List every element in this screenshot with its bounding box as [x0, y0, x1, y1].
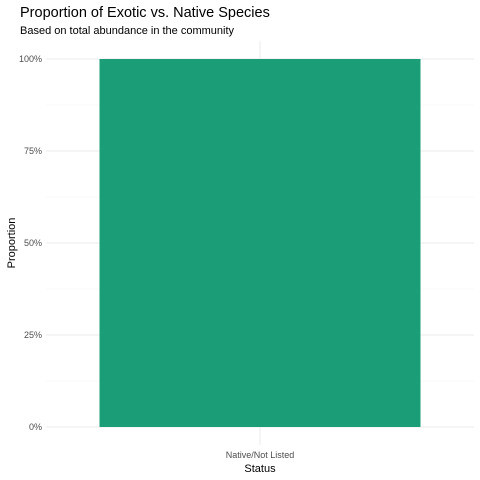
chart-title: Proportion of Exotic vs. Native Species — [20, 5, 270, 21]
x-tick-labels: Native/Not Listed — [226, 450, 295, 460]
y-tick-label: 75% — [24, 146, 42, 156]
x-tick-label: Native/Not Listed — [226, 450, 295, 460]
bar-native-not-listed — [99, 59, 421, 427]
y-tick-label: 0% — [29, 422, 42, 432]
y-tick-label: 25% — [24, 330, 42, 340]
bars — [99, 59, 421, 427]
y-tick-labels: 0% 25% 50% 75% 100% — [19, 54, 42, 432]
x-axis-title: Status — [244, 463, 276, 475]
y-axis-title: Proportion — [6, 218, 18, 269]
chart-subtitle: Based on total abundance in the communit… — [20, 25, 235, 37]
y-tick-label: 100% — [19, 54, 42, 64]
y-tick-label: 50% — [24, 238, 42, 248]
